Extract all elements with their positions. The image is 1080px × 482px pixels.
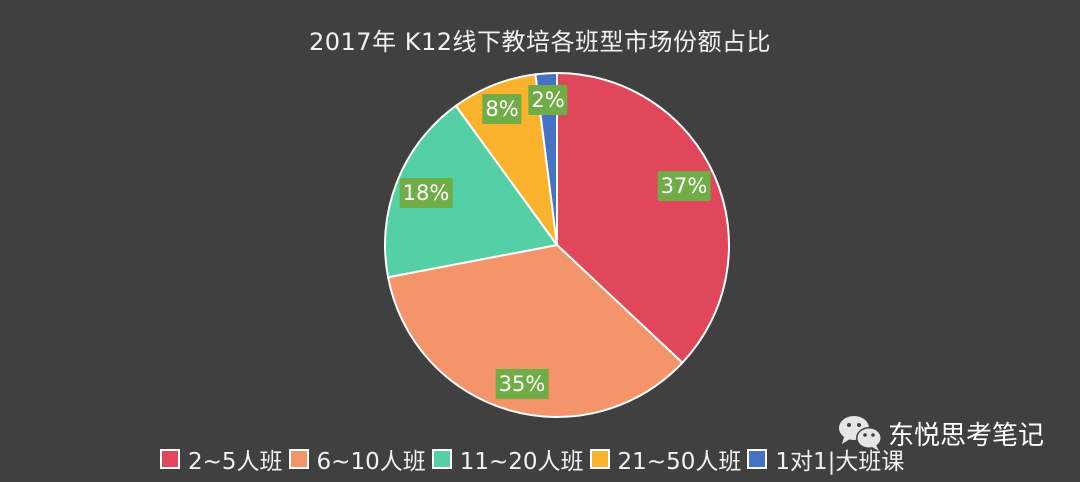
legend-swatch xyxy=(431,449,452,469)
legend-swatch xyxy=(747,449,768,469)
data-label-1v1: 2% xyxy=(528,85,568,115)
pie-slice-6-10[interactable] xyxy=(386,243,684,418)
wechat-icon xyxy=(839,416,882,451)
data-label-11-20: 18% xyxy=(399,178,453,208)
chart-title: 2017年 K12线下教培各班型市场份额占比 xyxy=(309,28,771,56)
legend-item-21-50[interactable]: 21~50人班 xyxy=(589,442,742,476)
legend-item-2-5[interactable]: 2~5人班 xyxy=(160,442,283,476)
chart-legend: 2~5人班 6~10人班 11~20人班 21~50人班 1对1|大班课 xyxy=(160,442,910,476)
legend-label: 1对1|大班课 xyxy=(775,449,905,475)
legend-label: 6~10人班 xyxy=(316,449,426,475)
pie-slices xyxy=(384,71,730,418)
legend-swatch xyxy=(288,449,309,469)
pie-slice-2-5[interactable] xyxy=(556,71,730,365)
legend-item-6-10[interactable]: 6~10人班 xyxy=(288,442,426,476)
data-label-6-10: 35% xyxy=(495,369,549,399)
pie-slice-1v1[interactable] xyxy=(534,71,558,246)
legend-label: 11~20人班 xyxy=(459,449,584,475)
legend-label: 21~50人班 xyxy=(617,449,742,475)
data-label-2-5: 37% xyxy=(657,171,711,201)
watermark-text: 东悦思考笔记 xyxy=(888,420,1045,451)
legend-label: 2~5人班 xyxy=(188,449,283,475)
data-label-21-50: 8% xyxy=(482,94,522,124)
legend-item-1v1[interactable]: 1对1|大班课 xyxy=(747,442,904,476)
watermark: 东悦思考笔记 xyxy=(836,413,1044,453)
legend-swatch xyxy=(160,449,180,469)
pie-slice-11-20[interactable] xyxy=(384,104,559,279)
legend-item-11-20[interactable]: 11~20人班 xyxy=(431,442,584,476)
legend-swatch xyxy=(589,449,610,469)
